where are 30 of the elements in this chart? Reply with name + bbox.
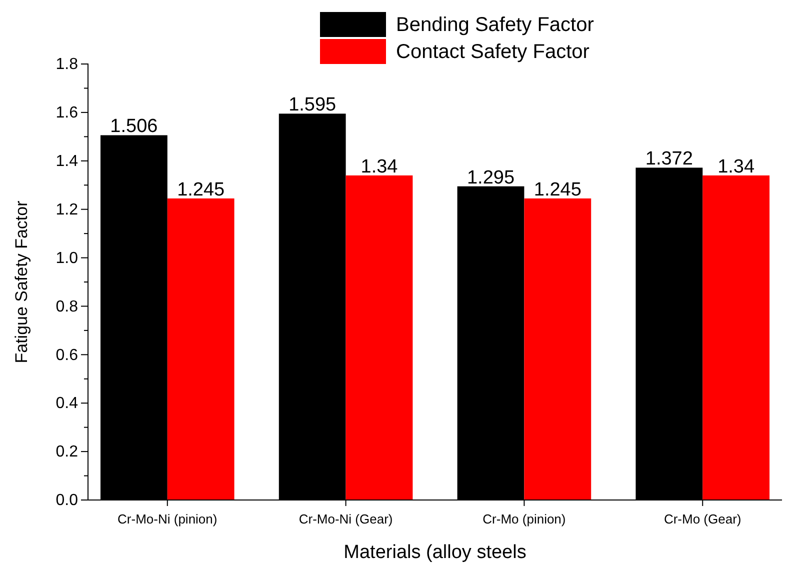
y-tick-label: 0.2	[56, 444, 78, 461]
y-tick-label: 0.4	[56, 395, 78, 412]
bar	[167, 198, 234, 500]
x-tick-label: Cr-Mo-Ni (Gear)	[298, 511, 393, 526]
data-label: 1.372	[645, 148, 693, 170]
y-tick-label: 0.6	[56, 346, 78, 364]
data-label: 1.506	[110, 116, 158, 138]
data-label: 1.34	[718, 156, 755, 178]
data-label: 1.34	[360, 156, 398, 178]
y-tick-label: 0.0	[56, 492, 78, 510]
data-label: 1.245	[534, 179, 582, 200]
y-tick-label: 1.4	[56, 153, 78, 170]
y-tick-label: 1.2	[56, 201, 78, 218]
bar	[346, 175, 413, 500]
y-tick-label: 0.8	[56, 298, 78, 316]
y-tick-label: 1.0	[56, 250, 78, 267]
bar	[702, 175, 770, 500]
x-axis-title: Materials (alloy steels	[344, 542, 526, 563]
legend-label: Bending Safety Factor	[396, 14, 594, 36]
y-axis-title: Fatigue Safety Factor	[12, 200, 31, 364]
x-tick-label: Cr-Mo-Ni (pinion)	[118, 511, 218, 526]
data-label: 1.295	[466, 167, 515, 188]
x-tick-label: Cr-Mo (Gear)	[664, 511, 742, 526]
legend-label: Contact Safety Factor	[396, 41, 590, 63]
bar	[524, 198, 592, 500]
data-label: 1.245	[177, 179, 225, 200]
x-tick-label: Cr-Mo (pinion)	[482, 511, 566, 526]
y-tick-label: 1.8	[56, 56, 78, 74]
data-label: 1.595	[288, 94, 336, 116]
y-tick-label: 1.6	[56, 104, 78, 122]
